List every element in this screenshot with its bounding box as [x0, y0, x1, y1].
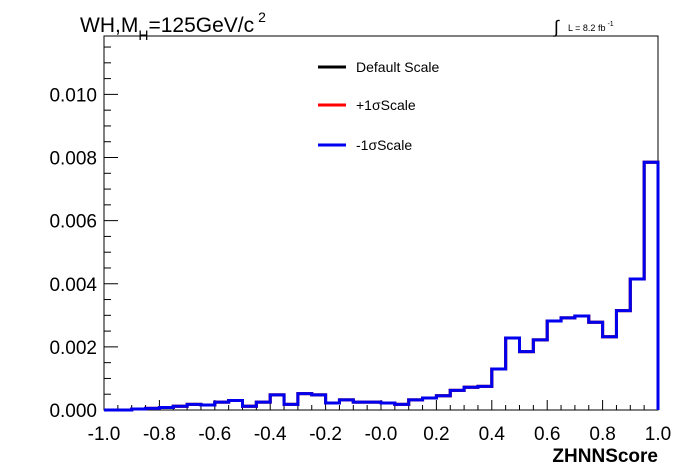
y-tick-label: 0.000: [49, 401, 97, 422]
y-tick-label: 0.004: [49, 275, 97, 296]
x-tick-label: -0.2: [309, 424, 342, 445]
x-axis-label: ZHNNScore: [552, 446, 658, 467]
y-tick-label: 0.008: [49, 149, 97, 170]
series-line-1: [104, 160, 660, 412]
series-line-0: [104, 160, 660, 412]
y-tick-label: 0.010: [49, 85, 97, 106]
x-tick-label: 0.2: [423, 424, 449, 445]
x-tick-label: 1.0: [645, 424, 671, 445]
series-line-2: [104, 160, 660, 412]
legend-entry-minus1sigma: -1σScale: [318, 137, 412, 153]
plot-frame: [103, 35, 659, 411]
legend: Default Scale +1σScale -1σScale: [318, 59, 439, 153]
legend-entry-plus1sigma: +1σScale: [318, 97, 416, 113]
x-tick-label: -0.8: [143, 424, 176, 445]
x-tick-label: 0.4: [479, 424, 506, 445]
x-tick-label: 0.8: [589, 424, 615, 445]
legend-label-default: Default Scale: [356, 59, 439, 75]
series-group: [104, 160, 660, 412]
axes: -1.0 -0.8 -0.6 -0.4 -0.2 -0.0 0.2 0.4 0.6 0.8 1.0 0…: [49, 46, 671, 445]
x-tick-label: -0.4: [254, 424, 287, 445]
x-tick-label: 0.6: [534, 424, 560, 445]
chart-title: WH,MH=125GeV/c 2: [80, 9, 266, 43]
integral-symbol: ∫: [552, 17, 560, 37]
legend-entry-default: Default Scale: [318, 59, 439, 75]
lumi-label: L = 8.2 fb -1: [568, 21, 614, 33]
y-tick-label: 0.006: [49, 212, 97, 233]
y-tick-label: 0.002: [49, 338, 97, 359]
x-tick-label: -0.0: [365, 424, 398, 445]
x-tick-label: -1.0: [88, 424, 121, 445]
legend-label-minus1sigma: -1σScale: [356, 137, 412, 153]
legend-label-plus1sigma: +1σScale: [356, 97, 416, 113]
x-tick-label: -0.6: [198, 424, 231, 445]
